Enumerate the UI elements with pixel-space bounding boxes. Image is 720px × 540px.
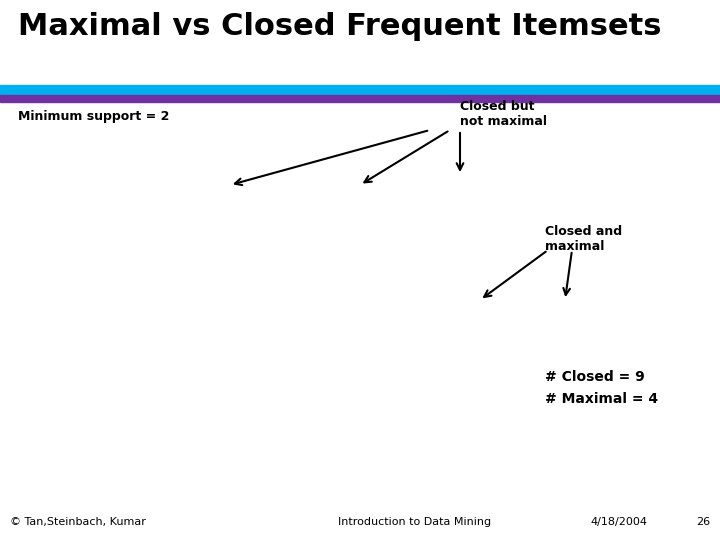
Bar: [0, 85, 720, 95]
Bar: [0, 95, 720, 102]
Text: Closed but
not maximal: Closed but not maximal: [460, 100, 547, 128]
Text: 4/18/2004: 4/18/2004: [590, 517, 647, 527]
Text: © Tan,Steinbach, Kumar: © Tan,Steinbach, Kumar: [10, 517, 146, 527]
Text: 26: 26: [696, 517, 710, 527]
Text: # Maximal = 4: # Maximal = 4: [545, 392, 658, 406]
Text: Introduction to Data Mining: Introduction to Data Mining: [338, 517, 492, 527]
Text: Maximal vs Closed Frequent Itemsets: Maximal vs Closed Frequent Itemsets: [18, 12, 662, 41]
Text: Closed and
maximal: Closed and maximal: [545, 225, 622, 253]
Text: Minimum support = 2: Minimum support = 2: [18, 110, 169, 123]
Bar: [2, 510, 718, 538]
Text: # Closed = 9: # Closed = 9: [545, 370, 644, 384]
